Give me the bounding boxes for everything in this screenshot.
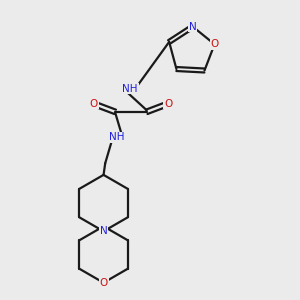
Text: O: O [164, 98, 172, 109]
Text: NH: NH [122, 84, 138, 94]
Text: NH: NH [109, 132, 124, 142]
Text: O: O [89, 98, 98, 109]
Text: N: N [100, 226, 107, 236]
Text: O: O [99, 278, 108, 288]
Text: O: O [210, 39, 219, 49]
Text: N: N [189, 22, 196, 32]
